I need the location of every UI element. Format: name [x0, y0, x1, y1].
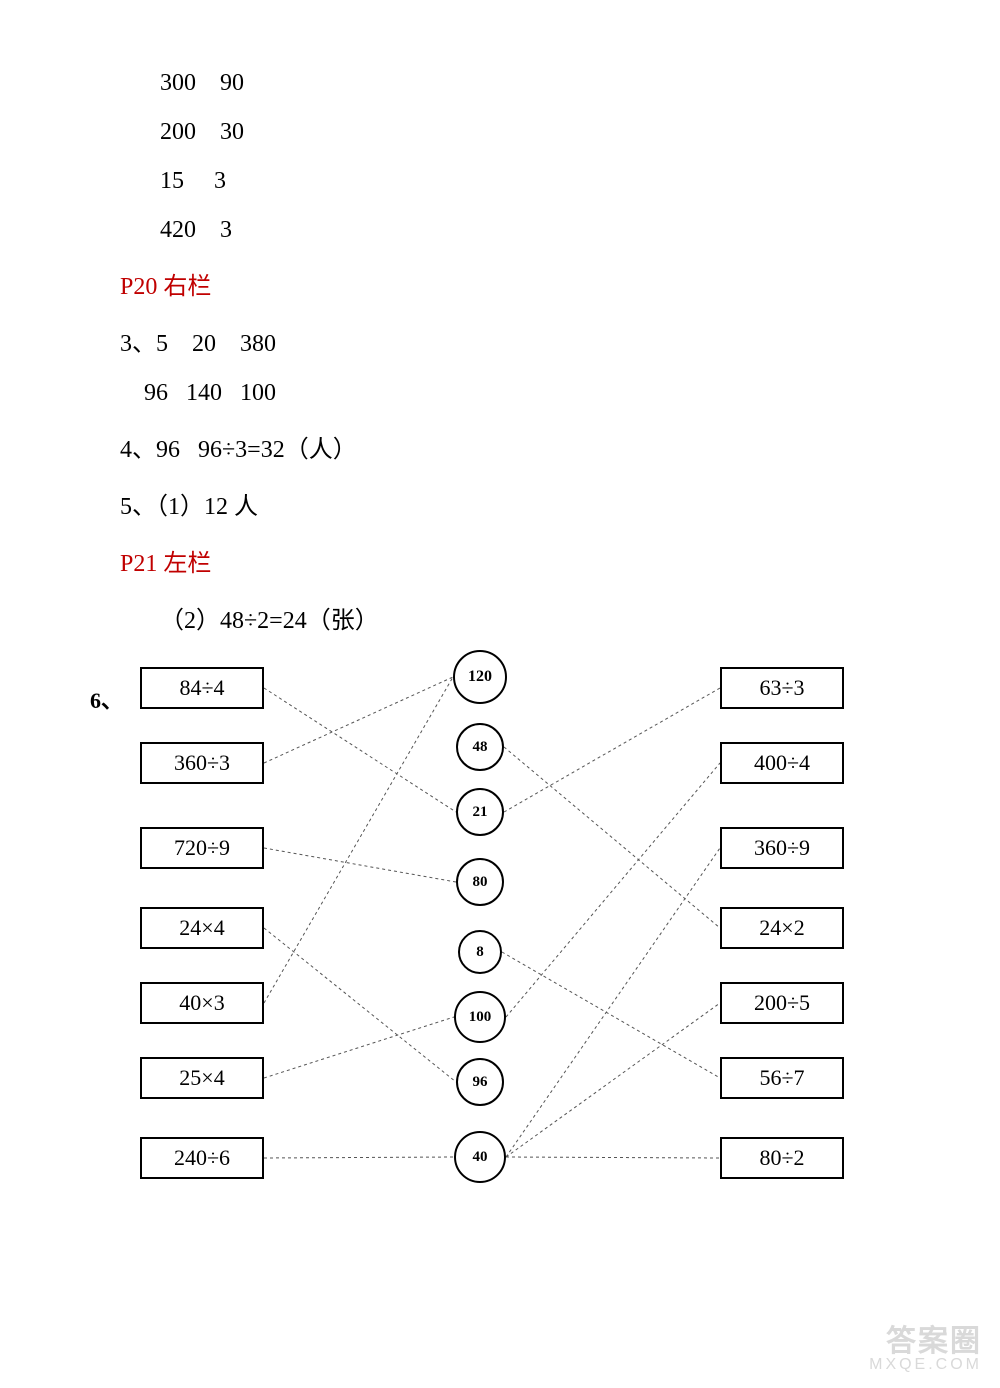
top-table: 300 90 200 30 15 3 420 3: [120, 70, 890, 244]
left-expression: 25×4: [140, 1057, 264, 1099]
left-expression: 360÷3: [140, 742, 264, 784]
p21-header: P21 左栏: [120, 543, 890, 578]
cell: 3: [214, 168, 226, 194]
table-row: 300 90: [160, 70, 890, 97]
result-circle: 120: [453, 650, 507, 704]
q6-label: 6、: [90, 683, 123, 715]
q4: 4、96 96÷3=32（人）: [120, 429, 890, 464]
table-row: 420 3: [160, 217, 890, 244]
cell: 380: [240, 331, 276, 357]
result-circle: 100: [454, 991, 506, 1043]
table-row: 15 3: [160, 168, 890, 195]
q3-row1: 3、5 20 380: [120, 323, 890, 358]
left-expression: 84÷4: [140, 667, 264, 709]
left-expression: 24×4: [140, 907, 264, 949]
cell: 96: [144, 380, 168, 406]
cell: 100: [240, 380, 276, 406]
left-expression: 240÷6: [140, 1137, 264, 1179]
cell: 5: [156, 331, 168, 357]
right-expression: 24×2: [720, 907, 844, 949]
cell: 3: [220, 217, 232, 243]
q5-2: （2）48÷2=24（张）: [120, 600, 890, 635]
cell: 15: [160, 168, 184, 194]
p20-header: P20 右栏: [120, 266, 890, 301]
q3-label: 3、: [120, 331, 156, 357]
cell: 420: [160, 217, 196, 243]
cell: 20: [192, 331, 216, 357]
q3-row2: 96 140 100: [120, 380, 890, 407]
right-expression: 360÷9: [720, 827, 844, 869]
cell: 140: [186, 380, 222, 406]
q6-diagram: 6、 1204821808100964084÷4360÷3720÷924×440…: [120, 657, 880, 1217]
result-circle: 40: [454, 1131, 506, 1183]
cell: 200: [160, 119, 196, 145]
page: 300 90 200 30 15 3 420 3 P20 右栏 3、5 20 3…: [0, 0, 1000, 1388]
cell: 30: [220, 119, 244, 145]
result-circle: 80: [456, 858, 504, 906]
right-expression: 80÷2: [720, 1137, 844, 1179]
result-circle: 96: [456, 1058, 504, 1106]
cell: 90: [220, 70, 244, 96]
right-expression: 63÷3: [720, 667, 844, 709]
right-expression: 200÷5: [720, 982, 844, 1024]
watermark: 答案圈 MXQE.COM: [869, 1326, 982, 1374]
watermark-small: MXQE.COM: [869, 1357, 982, 1374]
result-circle: 48: [456, 723, 504, 771]
cell: 300: [160, 70, 196, 96]
result-circle: 21: [456, 788, 504, 836]
right-expression: 400÷4: [720, 742, 844, 784]
watermark-big: 答案圈: [869, 1326, 982, 1358]
left-expression: 40×3: [140, 982, 264, 1024]
q5: 5、（1）12 人: [120, 486, 890, 521]
right-expression: 56÷7: [720, 1057, 844, 1099]
left-expression: 720÷9: [140, 827, 264, 869]
result-circle: 8: [458, 930, 502, 974]
table-row: 200 30: [160, 119, 890, 146]
